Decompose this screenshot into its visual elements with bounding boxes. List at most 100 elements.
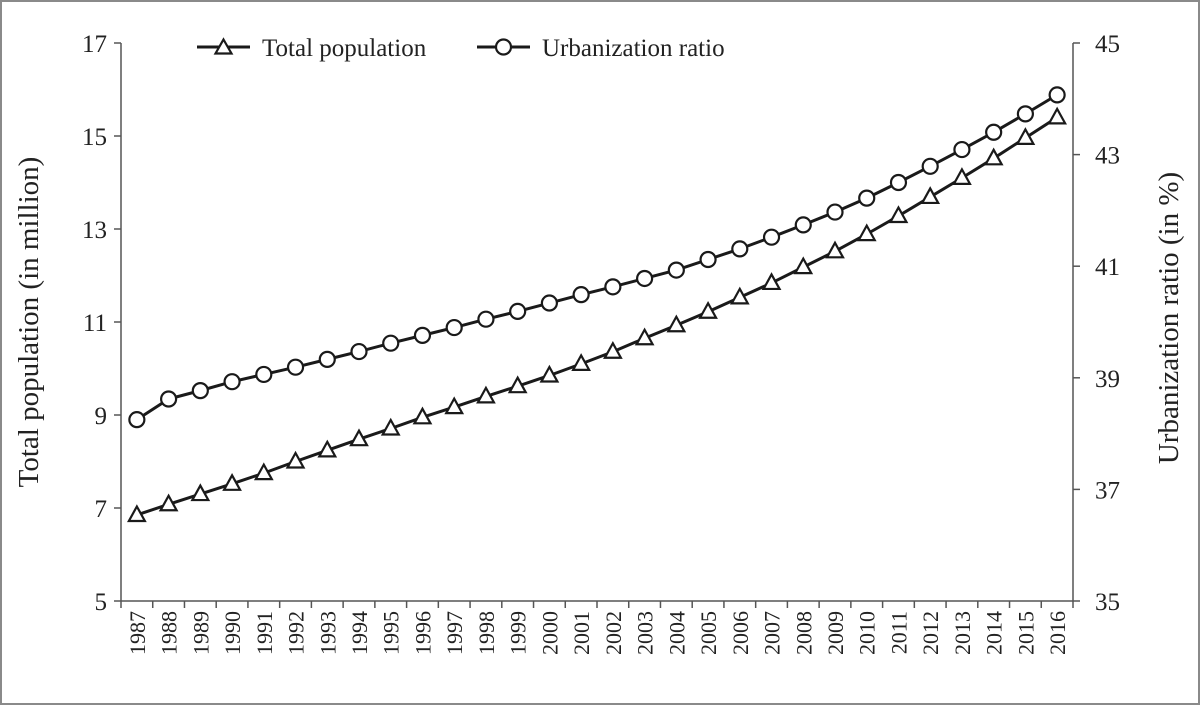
x-tick-label: 1998 (474, 611, 499, 655)
triangle-data-point (349, 428, 369, 447)
triangle-data-point (507, 375, 528, 394)
circle-data-point (889, 173, 908, 192)
circle-data-point (382, 334, 400, 352)
circle-data-point (191, 382, 209, 400)
legend: Total population Urbanization ratio (197, 35, 725, 62)
x-tick-label: 1993 (315, 611, 340, 655)
axes (120, 43, 1074, 602)
x-tick-label: 2015 (1013, 611, 1038, 655)
x-axis-ticks: 1987 1988 1989 1990 1991 1992 1993 1994 1995 1996… (120, 601, 1074, 655)
triangle-data-point (603, 340, 623, 359)
triangle-data-point (444, 396, 465, 415)
x-tick-label: 2006 (728, 611, 753, 655)
x-tick-label: 2005 (696, 611, 721, 655)
triangle-data-point (729, 286, 750, 305)
right-axis-ticks: 35 37 39 41 43 45 (1073, 31, 1120, 616)
triangle-data-point (634, 327, 655, 346)
x-tick-label: 1992 (284, 611, 309, 655)
x-tick-label: 1987 (125, 611, 150, 655)
left-tick-label: 9 (95, 403, 108, 430)
circle-data-point (858, 189, 876, 207)
right-tick-label: 41 (1095, 254, 1120, 281)
triangle-data-point (983, 147, 1004, 166)
circle-data-point (667, 261, 685, 279)
circle-data-point (223, 373, 241, 391)
x-tick-label: 1989 (188, 611, 213, 655)
x-tick-label: 2012 (918, 611, 943, 655)
circle-data-point (953, 140, 971, 159)
right-tick-label: 35 (1095, 589, 1120, 616)
triangle-data-point (253, 462, 274, 481)
triangle-data-point (158, 493, 179, 512)
triangle-data-point (793, 256, 814, 275)
circle-data-point (413, 326, 432, 344)
series-line (136, 116, 1058, 517)
x-tick-label: 1996 (410, 611, 435, 655)
circle-data-point (1016, 105, 1035, 123)
triangle-data-point (1047, 106, 1067, 125)
x-tick-label: 1991 (252, 611, 277, 655)
triangle-data-point (222, 473, 242, 491)
x-tick-label: 2008 (791, 611, 816, 655)
circle-marker-icon (494, 38, 513, 56)
circle-data-point (826, 203, 844, 221)
triangle-data-point (825, 240, 845, 259)
circle-data-point (635, 269, 654, 288)
triangle-marker-icon (213, 37, 234, 55)
legend-label-urbanization-ratio: Urbanization ratio (542, 35, 725, 62)
circle-data-point (731, 240, 749, 258)
x-tick-label: 1994 (347, 611, 372, 655)
right-tick-label: 37 (1095, 477, 1120, 504)
triangle-data-point (190, 483, 211, 502)
triangle-data-point (1015, 127, 1036, 145)
legend-item-urbanization-ratio: Urbanization ratio (477, 35, 725, 62)
circle-data-point (985, 123, 1003, 141)
circle-data-point (921, 157, 939, 175)
x-tick-label: 2003 (633, 611, 658, 655)
x-tick-label: 1999 (506, 611, 531, 655)
triangle-data-point (380, 417, 401, 436)
x-tick-label: 2011 (886, 611, 911, 654)
triangle-data-point (761, 272, 782, 291)
series-circle (128, 86, 1066, 429)
x-tick-label: 2000 (537, 611, 562, 655)
x-tick-label: 1990 (220, 611, 245, 655)
circle-data-point (699, 250, 717, 269)
left-tick-label: 5 (95, 589, 108, 616)
triangle-data-point (666, 314, 687, 333)
circle-data-point (604, 278, 622, 296)
circle-data-point (318, 350, 336, 368)
series-line (136, 93, 1058, 421)
left-axis-ticks: 5 7 9 11 13 15 17 (82, 31, 121, 616)
left-tick-label: 13 (82, 217, 107, 244)
circle-data-point (572, 286, 590, 304)
x-tick-label: 2010 (855, 611, 880, 655)
circle-data-point (128, 411, 146, 429)
left-tick-label: 7 (95, 496, 108, 523)
triangle-data-point (317, 439, 338, 458)
circle-data-point (350, 342, 368, 361)
series-layer (127, 86, 1067, 523)
x-tick-label: 2016 (1045, 611, 1070, 655)
legend-item-total-population: Total population (197, 35, 427, 62)
series-triangle (127, 106, 1067, 523)
triangle-data-point (952, 167, 972, 185)
triangle-data-point (856, 223, 877, 242)
right-tick-label: 45 (1095, 31, 1120, 58)
triangle-data-point (539, 364, 560, 383)
x-tick-label: 2001 (569, 611, 594, 655)
circle-data-point (509, 302, 527, 320)
left-tick-label: 11 (83, 310, 107, 337)
right-axis-title: Urbanization ratio (in %) (1153, 172, 1185, 464)
circle-data-point (1048, 86, 1066, 104)
triangle-data-point (698, 300, 718, 319)
x-tick-label: 2013 (950, 611, 975, 655)
left-tick-label: 15 (82, 124, 107, 151)
triangle-data-point (476, 385, 496, 404)
left-tick-label: 17 (82, 31, 107, 58)
circle-data-point (286, 358, 305, 376)
legend-label-total-population: Total population (262, 35, 427, 62)
x-tick-label: 2002 (601, 611, 626, 655)
triangle-data-point (571, 353, 591, 371)
